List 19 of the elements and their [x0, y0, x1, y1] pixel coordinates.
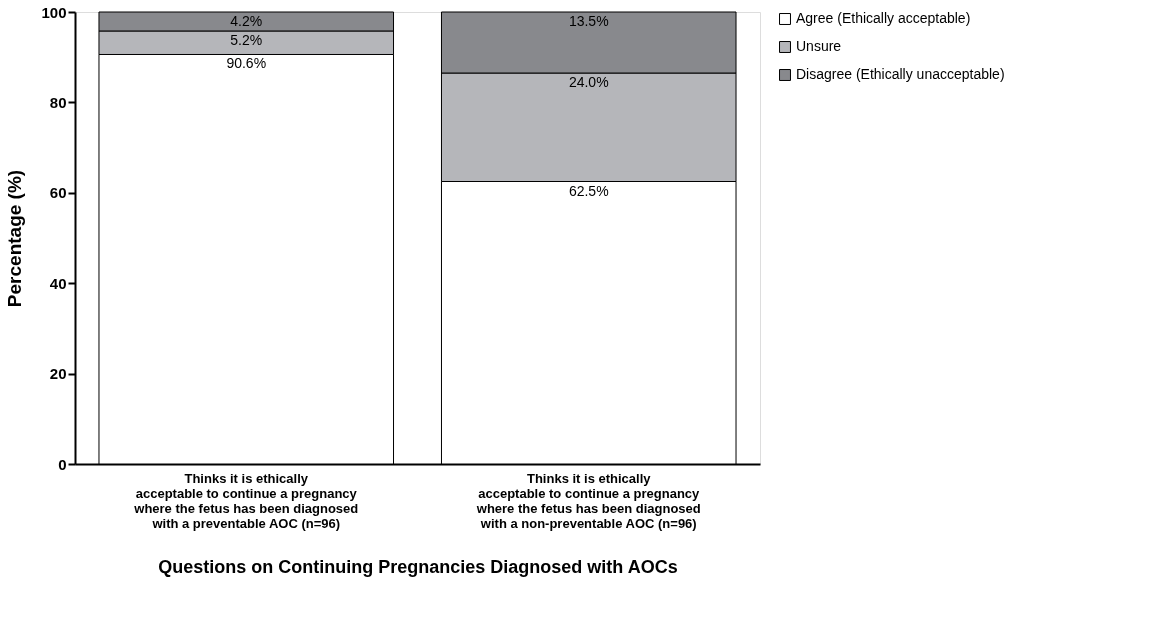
legend-label: Disagree (Ethically unacceptable) [796, 66, 1005, 82]
legend-label: Unsure [796, 38, 842, 54]
y-tick-label: 20 [49, 365, 67, 383]
text: 5.2% [230, 31, 263, 48]
text: 24.0% [568, 74, 609, 91]
x-tick-label: Thinks it is ethically acceptable to continue a pregnancy where the fetus has been diagnosed with a non-preventable AOC (n=96) [475, 470, 701, 531]
y-axis-title: Percentage (%) [4, 169, 26, 308]
y-tick-label: 40 [49, 274, 67, 292]
x-tick-label: Thinks it is ethically acceptable to continue a pregnancy where the fetus has been diagnosed with a preventable AOC (n=96) [133, 470, 359, 531]
text: 90.6% [226, 55, 267, 72]
text: 62.5% [568, 182, 609, 199]
y-tick-label: 100 [41, 3, 67, 21]
text: 4.2% [230, 13, 263, 29]
x-axis-title: Questions on Continuing Pregnancies Diagnosed with AOCs [158, 556, 678, 577]
y-tick-label: 0 [58, 455, 67, 473]
y-tick-label: 80 [49, 93, 67, 111]
legend-label: Agree (Ethically acceptable) [796, 10, 971, 26]
text: 13.5% [568, 13, 609, 29]
y-tick-label: 60 [49, 184, 67, 202]
